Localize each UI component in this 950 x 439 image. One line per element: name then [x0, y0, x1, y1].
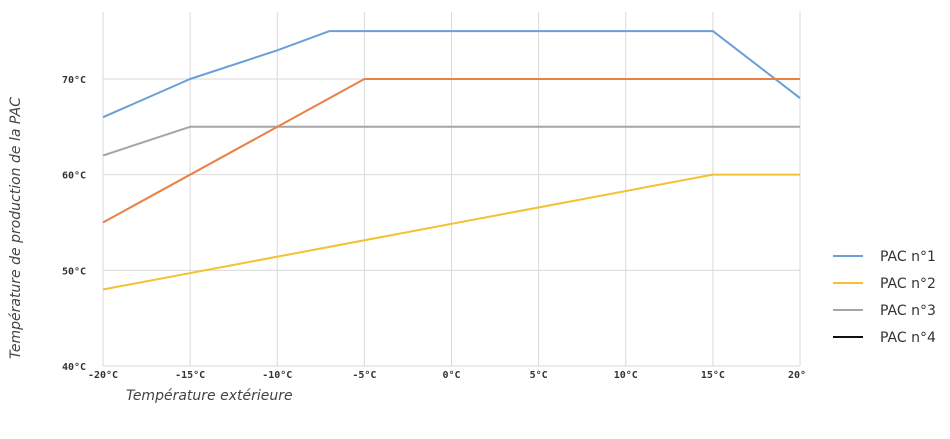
- y-axis-ticks: 40°C 50°C 60°C 70°C: [62, 75, 86, 373]
- x-tick-label: 10°C: [614, 370, 638, 381]
- legend-label: PAC n°2: [880, 276, 936, 292]
- x-tick-label: 5°C: [530, 370, 548, 381]
- legend-label: PAC n°3: [880, 303, 936, 319]
- legend-label: PAC n°4: [880, 330, 936, 346]
- x-axis-ticks: -20°C -15°C -10°C -5°C 0°C 5°C 10°C 15°C 20°: [88, 370, 806, 381]
- x-tick-label: -5°C: [352, 370, 376, 381]
- x-tick-label: -20°C: [88, 370, 118, 381]
- legend-label: PAC n°1: [880, 249, 936, 265]
- y-tick-label: 50°C: [62, 266, 86, 277]
- x-tick-label: 20°: [788, 370, 806, 381]
- series-line-1: [102, 30, 801, 119]
- y-axis-label: Température de production de la PAC: [8, 97, 24, 359]
- y-tick-label: 60°C: [62, 171, 86, 182]
- y-tick-label: 70°C: [62, 75, 86, 86]
- series-line-2: [102, 173, 800, 291]
- x-tick-label: -15°C: [175, 370, 205, 381]
- series-line-5: [102, 78, 800, 224]
- x-tick-label: 15°C: [701, 370, 725, 381]
- chart-legend: PAC n°1 PAC n°2 PAC n°3 PAC n°4: [833, 249, 936, 346]
- chart-series: [102, 30, 801, 291]
- series-line-3: [102, 125, 800, 157]
- y-tick-label: 40°C: [62, 362, 86, 373]
- x-tick-label: 0°C: [442, 370, 460, 381]
- chart-grid: [102, 12, 801, 367]
- x-tick-label: -10°C: [262, 370, 292, 381]
- x-axis-label: Température extérieure: [126, 388, 293, 404]
